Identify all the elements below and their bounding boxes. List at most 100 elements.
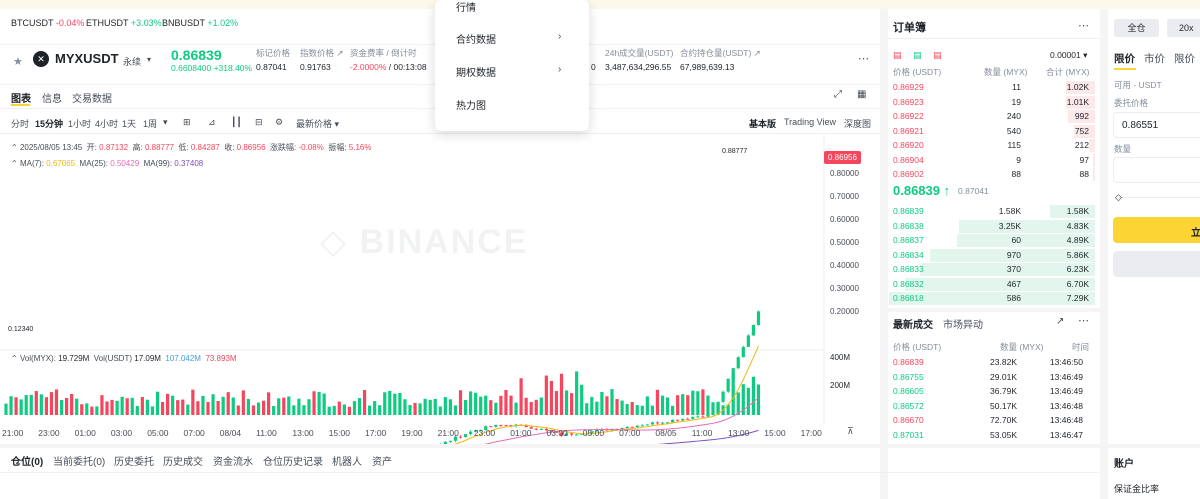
tab-market-moves[interactable]: 市场异动 xyxy=(943,320,983,331)
more-icon[interactable]: ⋯ xyxy=(858,53,869,65)
tab-chart[interactable]: 图表 xyxy=(11,94,31,105)
tab-bots[interactable]: 机器人 xyxy=(332,457,362,468)
trade-qty: 50.17K xyxy=(990,400,1017,411)
reset-icon[interactable]: ⊼ xyxy=(847,426,854,436)
order-type-market[interactable]: 市价 xyxy=(1144,53,1165,65)
volume-bar xyxy=(469,391,473,415)
volume-bar xyxy=(44,397,48,415)
chart-type-icon[interactable]: ⊿ xyxy=(208,117,216,127)
symbol-name[interactable]: MYXUSDT xyxy=(55,51,119,66)
bid-row[interactable]: 0.86834 970 5.86K xyxy=(889,248,1095,263)
tab-order-history[interactable]: 历史委托 xyxy=(114,457,154,468)
interval-1w[interactable]: 1周 xyxy=(143,119,158,129)
volume-bar xyxy=(24,395,28,415)
margin-mode-button[interactable]: 全仓 xyxy=(1114,19,1159,37)
volume-bar xyxy=(474,392,478,415)
bid-qty: 586 xyxy=(1006,293,1021,303)
candle-icon[interactable]: ┃┃ xyxy=(231,117,242,127)
external-link-icon[interactable]: ↗ xyxy=(1056,316,1065,327)
price-field[interactable]: 0.86551 xyxy=(1113,112,1200,138)
open-interest-label[interactable]: 合约持仓量(USDT) ↗ xyxy=(680,48,761,58)
collapse-icon[interactable]: ⌃ xyxy=(11,143,18,152)
volume-bar xyxy=(226,392,230,415)
tab-trading-data[interactable]: 交易数据 xyxy=(72,94,112,105)
bid-row[interactable]: 0.86818 586 7.29K xyxy=(889,291,1095,306)
tab-open-orders[interactable]: 当前委托(0) xyxy=(53,457,106,468)
ticker-bnb[interactable]: BNBUSDT +1.02% xyxy=(162,18,239,28)
book-both-icon[interactable]: ▤ xyxy=(893,50,902,60)
view-tradingview[interactable]: Trading View xyxy=(784,117,837,127)
sell-button[interactable] xyxy=(1113,251,1200,277)
collapse-icon[interactable]: ⌃ xyxy=(11,354,18,363)
chevron-down-icon[interactable]: ▾ xyxy=(147,55,152,64)
indicator-icon[interactable]: ⊞ xyxy=(183,117,191,127)
volume-bar xyxy=(383,392,387,415)
trade-time: 13:46:49 xyxy=(1049,386,1083,396)
ask-row[interactable]: 0.86922 240 992 xyxy=(889,109,1095,124)
size-slider[interactable] xyxy=(1118,197,1200,198)
tab-info[interactable]: 信息 xyxy=(42,94,62,105)
ask-row[interactable]: 0.86904 9 97 xyxy=(889,153,1095,168)
interval-15m[interactable]: 15分钟 xyxy=(35,119,64,129)
ticker-eth[interactable]: ETHUSDT +3.03% xyxy=(86,18,162,28)
view-basic[interactable]: 基本版 xyxy=(749,119,777,129)
volume-bar xyxy=(595,401,599,415)
menu-item-market[interactable]: 行情 xyxy=(456,3,476,14)
volume-bar xyxy=(277,398,281,415)
layout-icon[interactable]: ⊟ xyxy=(255,117,263,127)
bid-row[interactable]: 0.86839 1.58K 1.58K xyxy=(889,204,1095,219)
ask-row[interactable]: 0.86920 115 212 xyxy=(889,138,1095,153)
interval-line[interactable]: 分时 xyxy=(11,119,30,129)
tick-size-select[interactable]: 0.00001 ▾ xyxy=(1050,50,1088,60)
chevron-down-icon[interactable]: ▾ xyxy=(163,117,168,127)
expand-icon[interactable]: ⤢ xyxy=(834,89,842,100)
ask-row[interactable]: 0.86923 19 1.01K xyxy=(889,95,1095,110)
order-type-stop-limit[interactable]: 限价 xyxy=(1174,53,1195,65)
tab-trade-history[interactable]: 历史成交 xyxy=(163,457,203,468)
book-bids-icon[interactable]: ▤ xyxy=(913,50,922,60)
bid-total: 5.86K xyxy=(1066,249,1089,260)
menu-item-contract-data[interactable]: 合约数据 xyxy=(456,35,496,46)
tab-transactions[interactable]: 资金流水 xyxy=(213,457,253,468)
more-icon[interactable]: ⋯ xyxy=(1078,20,1089,32)
tab-positions[interactable]: 仓位(0) xyxy=(11,457,44,468)
more-icon[interactable]: ⋯ xyxy=(1078,315,1089,327)
view-depth[interactable]: 深度图 xyxy=(844,119,872,129)
star-icon[interactable]: ★ xyxy=(13,56,23,68)
price-chart[interactable] xyxy=(0,134,880,444)
volume-bar xyxy=(347,406,351,415)
price-type-select[interactable]: 最新价格 ▾ xyxy=(296,119,340,129)
menu-item-options-data[interactable]: 期权数据 xyxy=(456,68,496,79)
grid-icon[interactable]: ▦ xyxy=(857,89,867,100)
buy-button[interactable]: 立 xyxy=(1113,217,1200,243)
volume-bar xyxy=(398,392,402,415)
interval-1d[interactable]: 1天 xyxy=(122,119,137,129)
volume-bar xyxy=(736,392,740,415)
ask-row[interactable]: 0.86902 88 88 xyxy=(889,167,1095,182)
bid-row[interactable]: 0.86833 370 6.23K xyxy=(889,262,1095,277)
slider-handle-icon[interactable]: ◇ xyxy=(1115,192,1122,202)
tab-position-history[interactable]: 仓位历史记录 xyxy=(263,457,323,468)
bid-row[interactable]: 0.86832 467 6.70K xyxy=(889,277,1095,292)
price-axis-label: 0.30000 xyxy=(830,284,859,293)
bid-depth-bar xyxy=(930,248,1095,262)
time-axis-label: 01:00 xyxy=(510,428,532,438)
settings-icon[interactable]: ⚙ xyxy=(275,117,284,127)
tab-latest-trades[interactable]: 最新成交 xyxy=(893,320,933,331)
interval-1h[interactable]: 1小时 xyxy=(68,119,92,129)
ask-row[interactable]: 0.86921 540 752 xyxy=(889,124,1095,139)
order-type-limit[interactable]: 限价 xyxy=(1114,53,1135,65)
bid-row[interactable]: 0.86837 60 4.89K xyxy=(889,233,1095,248)
book-asks-icon[interactable]: ▤ xyxy=(933,50,942,60)
ticker-btc[interactable]: BTCUSDT -0.04% xyxy=(11,18,85,28)
ask-row[interactable]: 0.86929 11 1.02K xyxy=(889,80,1095,95)
collapse-icon[interactable]: ⌃ xyxy=(11,159,18,168)
leverage-button[interactable]: 20x xyxy=(1167,19,1200,37)
time-axis-label: 01:00 xyxy=(74,428,96,438)
index-price-label[interactable]: 指数价格 ↗ xyxy=(300,48,344,58)
bid-row[interactable]: 0.86838 3.25K 4.83K xyxy=(889,219,1095,234)
tab-assets[interactable]: 资产 xyxy=(372,457,392,468)
qty-field[interactable] xyxy=(1113,157,1200,183)
menu-item-heatmap[interactable]: 热力图 xyxy=(456,101,486,112)
interval-4h[interactable]: 4小时 xyxy=(95,119,119,129)
